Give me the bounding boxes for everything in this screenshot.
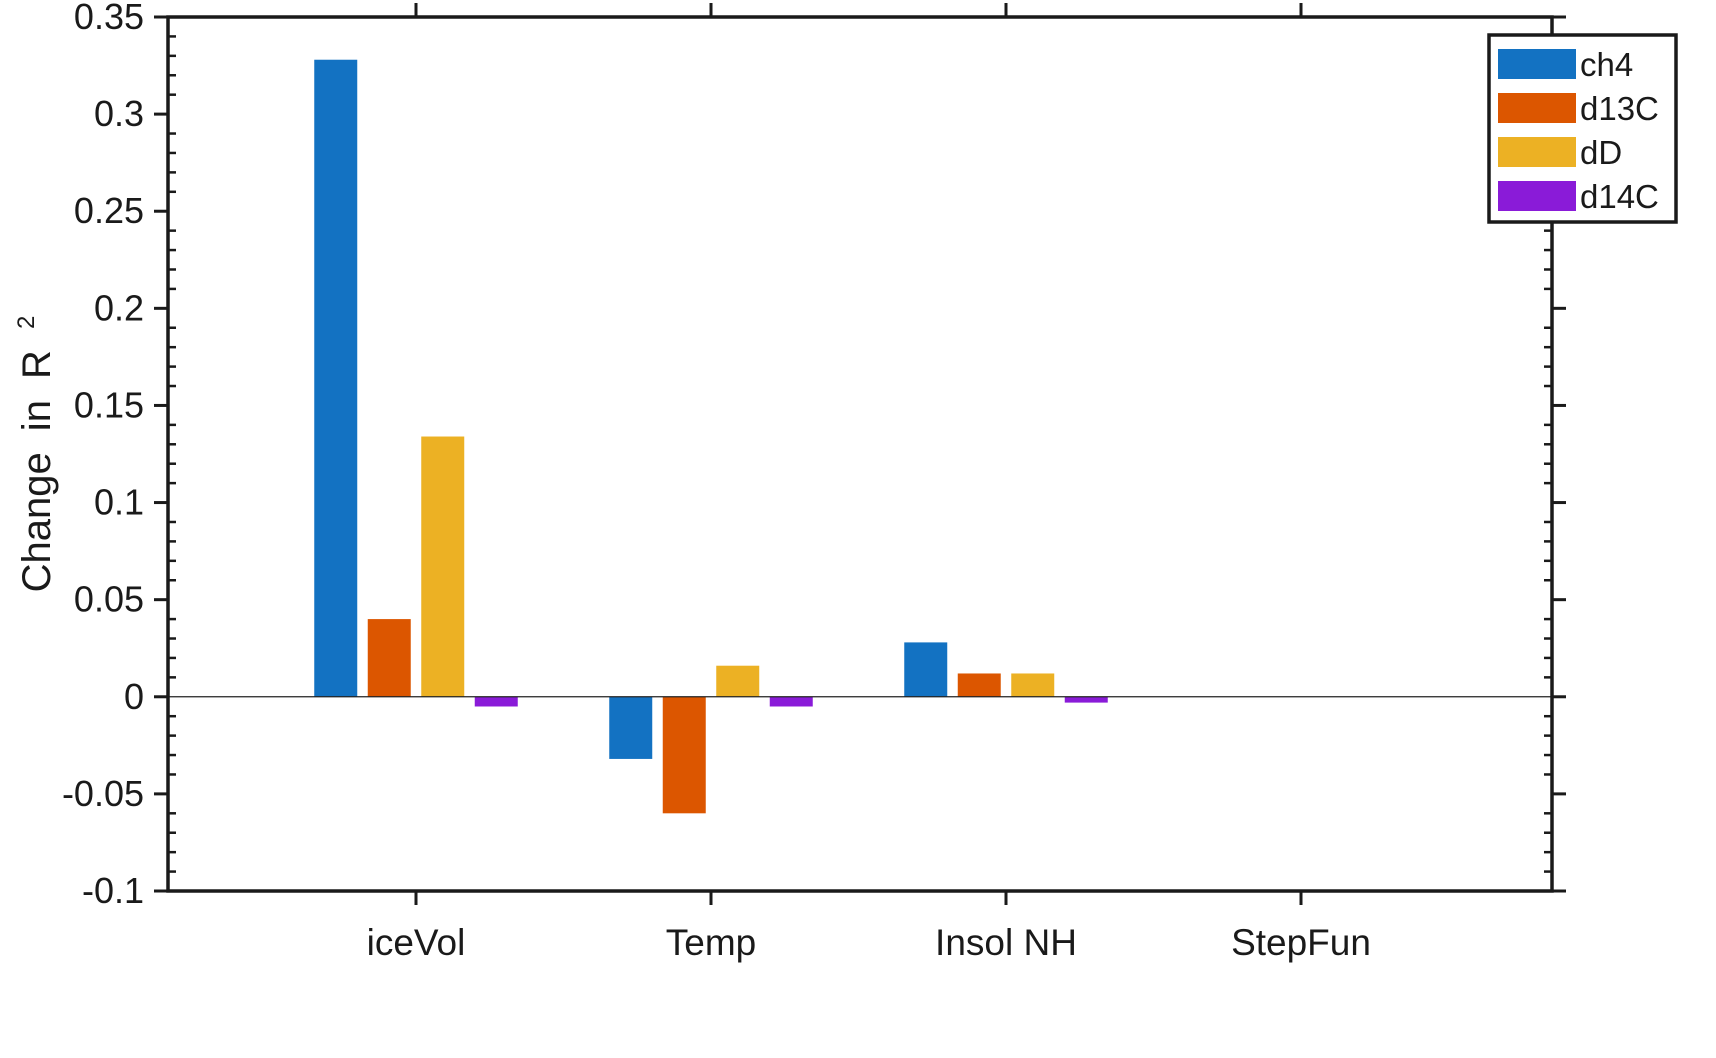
axis-ticks — [154, 3, 1566, 905]
plot-frame — [166, 15, 1554, 893]
bar-d14C-Insol-NH — [1064, 696, 1108, 703]
y-tick-label: 0.15 — [74, 384, 144, 425]
y-tick-label: 0.05 — [74, 579, 144, 620]
legend-swatch-d13C — [1498, 93, 1576, 123]
y-tick-labels: -0.1 -0.05 0 0.05 0.1 0.15 0.2 0.25 0.3 0.35 — [62, 0, 144, 911]
legend-label-d14C: d14C — [1580, 178, 1659, 215]
x-tick-label: StepFun — [1231, 922, 1371, 963]
y-tick-label: -0.1 — [82, 870, 144, 911]
x-tick-labels: iceVol Temp Insol NH StepFun — [367, 922, 1371, 963]
bar-d14C-Temp — [769, 696, 813, 707]
y-axis-label-text: Change in R — [15, 350, 59, 592]
legend: ch4 d13C dD d14C — [1487, 33, 1678, 224]
bar-dD-Insol-NH — [1011, 673, 1055, 697]
y-tick-label: 0.2 — [94, 287, 144, 328]
x-tick-label: iceVol — [367, 922, 466, 963]
legend-label-ch4: ch4 — [1580, 46, 1633, 83]
y-tick-label: -0.05 — [62, 773, 144, 814]
y-tick-label: 0.25 — [74, 190, 144, 231]
x-tick-label: Temp — [666, 922, 756, 963]
bar-dD-Temp — [716, 665, 760, 697]
x-tick-label: Insol NH — [935, 922, 1077, 963]
legend-label-d13C: d13C — [1580, 90, 1659, 127]
bars-layer — [314, 59, 1108, 814]
bar-dD-iceVol — [421, 436, 465, 697]
bar-ch4-Temp — [609, 696, 653, 759]
bar-d14C-iceVol — [474, 696, 518, 707]
y-tick-label: 0 — [124, 676, 144, 717]
y-tick-label: 0.35 — [74, 0, 144, 37]
legend-swatch-ch4 — [1498, 49, 1576, 79]
y-tick-label: 0.3 — [94, 93, 144, 134]
bar-ch4-Insol-NH — [904, 642, 948, 697]
bar-d13C-Temp — [662, 696, 706, 814]
bar-d13C-iceVol — [367, 619, 411, 697]
legend-swatch-dD — [1498, 137, 1576, 167]
bar-ch4-iceVol — [314, 59, 358, 697]
bar-d13C-Insol-NH — [957, 673, 1001, 697]
y-tick-label: 0.1 — [94, 482, 144, 523]
legend-swatch-d14C — [1498, 181, 1576, 211]
y-axis-label-superscript: 2 — [13, 316, 40, 329]
y-axis-label: Change in R 2 — [13, 316, 59, 593]
legend-label-dD: dD — [1580, 134, 1622, 171]
